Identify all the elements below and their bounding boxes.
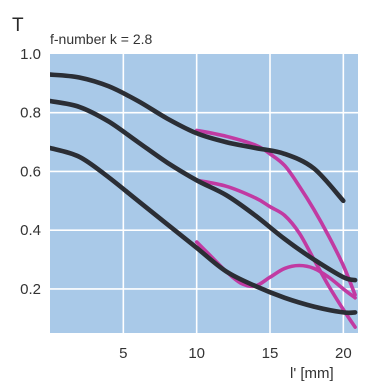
y-tick-label-0.6: 0.6 [20,163,41,180]
series-line-2-magenta [194,128,357,297]
series-line-1-black [50,72,346,204]
x-tick-label-15: 15 [262,345,279,362]
series-line-3-black [50,98,358,283]
series-layer [50,72,358,329]
y-tick-label-0.2: 0.2 [20,281,41,298]
y-tick-label-0.4: 0.4 [20,222,41,239]
series-line-5-black [50,145,358,316]
y-axis-label: T [12,15,24,36]
y-tick-label-1.0: 1.0 [20,46,41,63]
y-tick-label-0.8: 0.8 [20,105,41,122]
x-tick-label-20: 20 [335,345,352,362]
tick-labels: 5 10 15 20 1.0 0.8 0.6 0.4 0.2 [20,46,352,362]
x-axis-label: l' [mm] [290,365,334,382]
series-line-4-magenta [194,178,357,329]
x-tick-label-5: 5 [119,345,127,362]
plot-background [50,54,358,333]
x-tick-label-10: 10 [188,345,205,362]
chart-subtitle: f-number k = 2.8 [50,31,153,47]
